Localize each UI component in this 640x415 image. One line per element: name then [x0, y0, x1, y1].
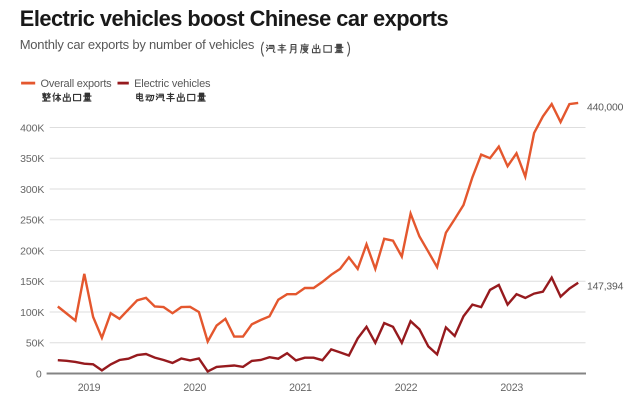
- svg-text:400K: 400K: [20, 122, 44, 134]
- svg-text:150K: 150K: [20, 276, 44, 288]
- svg-text:Overall exports: Overall exports: [41, 78, 113, 90]
- svg-text:2020: 2020: [183, 382, 206, 394]
- svg-text:2023: 2023: [500, 382, 523, 394]
- svg-text:2019: 2019: [78, 382, 101, 394]
- svg-text:50K: 50K: [26, 338, 44, 350]
- svg-text:200K: 200K: [20, 245, 44, 257]
- svg-text:2022: 2022: [395, 382, 418, 394]
- svg-text:350K: 350K: [20, 153, 44, 165]
- svg-text:100K: 100K: [20, 307, 44, 319]
- svg-text:2021: 2021: [289, 382, 312, 394]
- svg-text:147,394: 147,394: [587, 282, 624, 293]
- svg-text:300K: 300K: [20, 184, 44, 196]
- svg-text:440,000: 440,000: [587, 103, 624, 114]
- svg-text:Monthly car exports by number: Monthly car exports by number of vehicle…: [20, 37, 255, 52]
- svg-text:250K: 250K: [20, 215, 44, 227]
- svg-text:Electric vehicles boost Chines: Electric vehicles boost Chinese car expo…: [20, 6, 449, 31]
- svg-text:Electric vehicles: Electric vehicles: [134, 78, 211, 90]
- svg-text:0: 0: [36, 368, 42, 380]
